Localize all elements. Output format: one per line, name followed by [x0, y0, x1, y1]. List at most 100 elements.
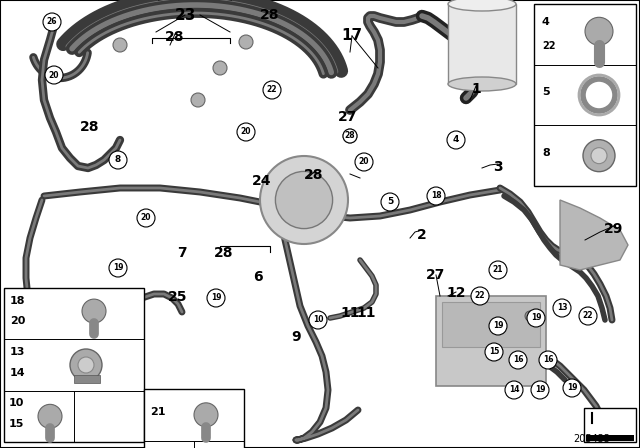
- Circle shape: [141, 213, 151, 223]
- Text: 4: 4: [453, 135, 459, 145]
- Circle shape: [70, 349, 102, 381]
- Text: 28: 28: [345, 132, 355, 141]
- Circle shape: [535, 385, 545, 395]
- Circle shape: [553, 299, 571, 317]
- Circle shape: [579, 307, 597, 325]
- Text: 19: 19: [211, 293, 221, 302]
- Text: 28: 28: [304, 168, 324, 182]
- Text: 28: 28: [80, 120, 100, 134]
- Circle shape: [343, 129, 357, 143]
- Text: 205433: 205433: [573, 434, 610, 444]
- Text: 4: 4: [542, 17, 550, 27]
- Text: 11: 11: [340, 306, 360, 320]
- Text: 5: 5: [387, 198, 393, 207]
- Text: 27: 27: [339, 110, 358, 124]
- Text: 22: 22: [475, 292, 485, 301]
- Text: 19: 19: [493, 322, 503, 331]
- Text: 13: 13: [557, 303, 567, 313]
- Text: 20: 20: [10, 316, 26, 326]
- Text: 21: 21: [493, 266, 503, 275]
- Circle shape: [43, 13, 61, 31]
- Circle shape: [489, 261, 507, 279]
- Circle shape: [509, 351, 527, 369]
- Circle shape: [427, 187, 445, 205]
- Circle shape: [355, 153, 373, 171]
- Text: 14: 14: [509, 385, 519, 395]
- Text: 25: 25: [168, 290, 188, 304]
- Circle shape: [539, 351, 557, 369]
- Polygon shape: [560, 200, 628, 270]
- Text: 28: 28: [165, 30, 185, 44]
- Bar: [448, 4, 516, 84]
- Circle shape: [194, 403, 218, 427]
- Text: 27: 27: [426, 268, 445, 282]
- Circle shape: [82, 299, 106, 323]
- Bar: [534, 4, 636, 186]
- Text: 12: 12: [446, 286, 466, 300]
- Circle shape: [275, 172, 333, 228]
- Circle shape: [38, 405, 62, 428]
- Text: 19: 19: [113, 263, 124, 272]
- Text: 8: 8: [542, 148, 550, 158]
- Text: 22: 22: [542, 42, 556, 52]
- Circle shape: [207, 289, 225, 307]
- Circle shape: [213, 61, 227, 75]
- Text: 22: 22: [583, 311, 593, 320]
- Text: 1: 1: [471, 82, 481, 96]
- Circle shape: [78, 357, 94, 373]
- Circle shape: [583, 140, 615, 172]
- Circle shape: [239, 35, 253, 49]
- Text: 15: 15: [9, 419, 24, 429]
- Text: 28: 28: [260, 8, 280, 22]
- Circle shape: [137, 209, 155, 227]
- Ellipse shape: [448, 0, 516, 11]
- Circle shape: [260, 156, 348, 244]
- Circle shape: [113, 263, 123, 273]
- Circle shape: [109, 151, 127, 169]
- Text: 17: 17: [341, 28, 363, 43]
- Circle shape: [265, 83, 279, 97]
- Circle shape: [309, 311, 327, 329]
- Circle shape: [491, 319, 505, 333]
- Circle shape: [491, 263, 505, 277]
- Circle shape: [191, 93, 205, 107]
- Circle shape: [381, 193, 399, 211]
- Text: 14: 14: [10, 368, 26, 378]
- Circle shape: [527, 309, 545, 327]
- Circle shape: [45, 66, 63, 84]
- Circle shape: [471, 287, 489, 305]
- Text: 3: 3: [493, 160, 503, 174]
- Circle shape: [359, 157, 369, 167]
- Circle shape: [531, 381, 549, 399]
- Circle shape: [237, 123, 255, 141]
- Circle shape: [109, 259, 127, 277]
- Circle shape: [113, 38, 127, 52]
- Text: 23: 23: [174, 8, 196, 23]
- Circle shape: [485, 343, 503, 361]
- Circle shape: [447, 131, 465, 149]
- Circle shape: [263, 81, 281, 99]
- Bar: [586, 435, 634, 441]
- Text: 13: 13: [10, 347, 26, 357]
- Bar: [4, 288, 144, 442]
- Text: 16: 16: [513, 356, 524, 365]
- Text: 20: 20: [359, 158, 369, 167]
- Text: 15: 15: [489, 348, 499, 357]
- Text: 24: 24: [252, 174, 272, 188]
- Ellipse shape: [448, 77, 516, 91]
- Circle shape: [585, 17, 613, 45]
- Text: 19: 19: [531, 314, 541, 323]
- Bar: [442, 302, 540, 347]
- Circle shape: [525, 311, 535, 321]
- Circle shape: [505, 381, 523, 399]
- Text: 19: 19: [535, 385, 545, 395]
- Text: 29: 29: [604, 222, 624, 236]
- Circle shape: [451, 135, 461, 145]
- Text: 26: 26: [47, 17, 57, 26]
- Text: 9: 9: [291, 330, 301, 344]
- Text: 2: 2: [417, 228, 427, 242]
- Text: 7: 7: [177, 246, 187, 260]
- Text: 21: 21: [150, 407, 166, 417]
- Circle shape: [489, 317, 507, 335]
- Bar: [584, 408, 636, 442]
